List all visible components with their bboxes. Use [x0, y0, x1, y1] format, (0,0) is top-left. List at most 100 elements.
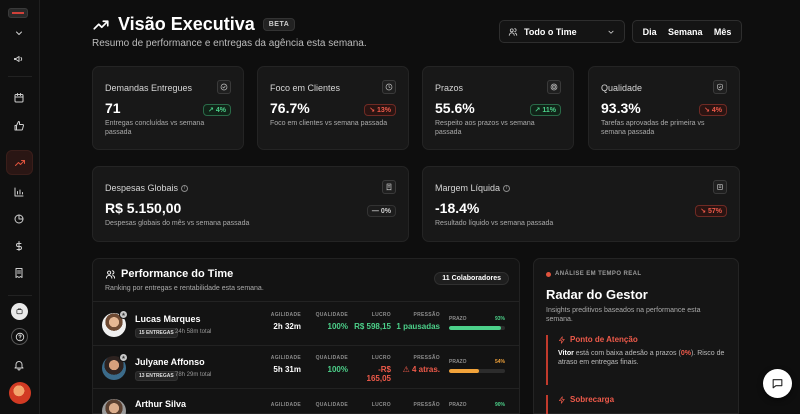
deadline-percent: 54% — [494, 359, 505, 365]
kpi-description: Foco em clientes vs semana passada — [270, 120, 388, 127]
kpi-trend-badge: ↘ 13% — [364, 104, 396, 116]
team-select-value: Todo o Time — [524, 26, 577, 37]
minus-icon: — — [371, 207, 379, 215]
arrow-up-right-icon: ↗ — [208, 107, 214, 114]
finance-value: R$ 5.150,00 — [105, 200, 182, 216]
table-row[interactable]: ★ Lucas Marques 15 ENTREGAS 24h 58m tota… — [93, 304, 519, 346]
alert-person: Vitor — [558, 350, 574, 357]
metric-label: LUCRO — [371, 402, 391, 408]
trending-up-icon — [93, 19, 109, 30]
thumbs-up-icon[interactable] — [10, 117, 28, 135]
total-time: 24h 58m total — [175, 329, 212, 335]
calendar-icon[interactable] — [10, 89, 28, 107]
finance-label-text: Despesas Globais — [105, 183, 179, 193]
metric-value: ⚠ 4 atras. — [396, 365, 440, 374]
finance-card-despesas: Despesas Globais i R$ 5.150,00 —0% Despes… — [92, 166, 409, 242]
member-name: Arthur Silva — [135, 399, 187, 409]
pressure-value: 4 atras. — [411, 365, 440, 374]
arrow-down-right-icon: ↘ — [704, 107, 710, 114]
pressure-metric: PRESSÃO ⚠ 4 atras. — [396, 355, 440, 374]
quality-metric: QUALIDADE — [310, 402, 348, 408]
live-dot-icon — [546, 271, 551, 277]
divider — [93, 301, 519, 302]
users-icon — [508, 27, 518, 36]
metric-value: 2h 32m — [273, 322, 301, 331]
pie-chart-icon[interactable] — [10, 210, 28, 228]
deliveries-tag: 13 ENTREGAS — [135, 371, 178, 381]
finance-label: Margem Líquida i — [435, 183, 511, 193]
workspace-icon[interactable] — [11, 303, 28, 320]
chat-button[interactable] — [763, 369, 792, 398]
agility-metric: AGILIDADE — [263, 402, 301, 408]
quality-metric: QUALIDADE 100% — [310, 312, 348, 331]
table-row[interactable]: Arthur Silva AGILIDADE QUALIDADE LUCRO P… — [93, 390, 519, 414]
arrow-down-right-icon: ↘ — [700, 208, 706, 215]
finance-description: Despesas globais do mês vs semana passad… — [105, 220, 250, 227]
chevron-down-icon[interactable] — [10, 24, 28, 42]
help-icon[interactable] — [11, 328, 28, 345]
quality-metric: QUALIDADE 100% — [310, 355, 348, 374]
user-avatar[interactable] — [9, 382, 31, 404]
info-icon[interactable]: i — [181, 184, 189, 192]
deadline-label: PRAZO — [449, 402, 467, 408]
deadline-bar-fill — [449, 326, 502, 330]
radar-title: Radar do Gestor — [546, 287, 648, 302]
info-icon[interactable]: i — [503, 184, 511, 192]
bell-icon[interactable] — [10, 356, 28, 374]
bar-chart-icon[interactable] — [10, 183, 28, 201]
page-header: Visão Executiva BETA — [92, 14, 296, 35]
collaborators-count: 11 Colaboradores — [434, 272, 509, 285]
sidebar-divider — [8, 76, 32, 77]
finance-trend-value: 57% — [707, 207, 722, 215]
kpi-trend-badge: ↗ 11% — [529, 104, 561, 116]
table-row[interactable]: ★ Julyane Affonso 13 ENTREGAS 78h 29m to… — [93, 347, 519, 389]
deadline-progress: PRAZO 93% — [449, 316, 505, 330]
trending-up-icon[interactable] — [6, 150, 33, 175]
metric-value: R$ 598,15 — [354, 322, 391, 331]
app-logo[interactable] — [8, 8, 28, 18]
panel-title: Performance do Time — [105, 268, 233, 280]
deadline-percent: 93% — [494, 316, 505, 322]
panel-subtitle: Ranking por entregas e rentabilidade est… — [105, 285, 264, 292]
receipt-icon[interactable] — [10, 264, 28, 282]
megaphone-icon[interactable] — [10, 50, 28, 68]
pressure-metric: PRESSÃO — [396, 402, 440, 408]
team-select[interactable]: Todo o Time — [499, 20, 625, 43]
kpi-description: Respeito aos prazos vs semana passada — [435, 120, 535, 136]
deadline-percent: 90% — [494, 402, 505, 408]
kpi-value: 76.7% — [270, 100, 310, 116]
check-circle-icon — [217, 80, 231, 94]
period-month-button[interactable]: Mês — [713, 26, 732, 37]
kpi-label: Qualidade — [601, 83, 643, 93]
total-time: 78h 29m total — [175, 372, 212, 378]
attention-alert[interactable]: Ponto de Atenção Vitor está com baixa ad… — [546, 335, 732, 385]
finance-trend-badge: —0% — [366, 205, 396, 217]
chevron-down-icon — [608, 30, 614, 34]
sidebar-divider — [8, 295, 32, 296]
metric-label: QUALIDADE — [315, 355, 348, 361]
overload-alert[interactable]: Sobrecarga — [546, 395, 732, 414]
kpi-trend-badge: ↗ 4% — [203, 104, 231, 116]
dollar-icon[interactable] — [10, 237, 28, 255]
deadline-bar-fill — [449, 369, 480, 373]
finance-trend-badge: ↘ 57% — [695, 205, 727, 217]
clock-icon — [382, 80, 396, 94]
zap-icon — [559, 395, 565, 404]
period-week-button[interactable]: Semana — [667, 26, 703, 37]
profit-metric: LUCRO — [353, 402, 391, 408]
profit-metric: LUCRO -R$ 165,05 — [353, 355, 391, 383]
alert-text: está com baixa adesão a prazos ( — [573, 350, 681, 357]
metric-label: AGILIDADE — [270, 355, 301, 361]
finance-card-margem: Margem Líquida i -18.4% ↘ 57% Resultado lí… — [422, 166, 740, 242]
kpi-value: 71 — [105, 100, 121, 116]
metric-label: PRESSÃO — [413, 355, 440, 361]
zap-icon — [559, 335, 565, 344]
deadline-progress: PRAZO 90% — [449, 402, 505, 408]
rank-badge-icon: ★ — [119, 353, 128, 362]
chat-bubble-icon — [772, 379, 783, 389]
page-subtitle: Resumo de performance e entregas da agên… — [92, 38, 367, 49]
metric-label: LUCRO — [371, 312, 391, 318]
metric-label: QUALIDADE — [315, 402, 348, 408]
period-day-button[interactable]: Dia — [642, 26, 657, 37]
profit-metric: LUCRO R$ 598,15 — [353, 312, 391, 331]
